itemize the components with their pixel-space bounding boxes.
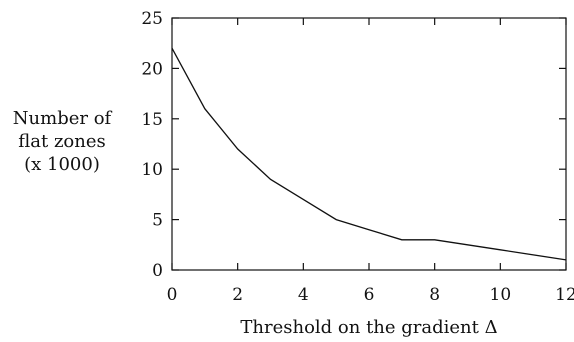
x-tick-label: 6 [364,285,375,305]
y-axis-ticks: 0 5 10 15 20 25 [141,9,566,281]
y-axis-title-line-2: flat zones [18,131,106,152]
y-axis-title-line-1: Number of [13,108,113,129]
y-tick-label: 20 [141,59,163,79]
x-axis-title: Threshold on the gradient Δ [240,317,497,338]
x-tick-label: 10 [490,285,512,305]
x-tick-label: 4 [298,285,309,305]
x-tick-label: 2 [232,285,243,305]
x-axis-ticks: 0 2 4 6 8 10 12 [167,18,574,305]
series-line [171,47,567,261]
series-group [171,47,567,261]
x-tick-label: 0 [167,285,178,305]
plot-border [171,17,567,271]
y-tick-label: 15 [141,110,163,130]
x-tick-label: 12 [555,285,574,305]
y-axis-title-line-3: (x 1000) [24,154,100,175]
y-tick-label: 25 [141,9,163,29]
y-tick-label: 0 [152,261,163,281]
y-axis-title: Number of flat zones (x 1000) [13,108,113,175]
x-tick-label: 8 [429,285,440,305]
plot-frame [171,17,567,271]
y-tick-label: 5 [152,211,163,231]
y-tick-label: 10 [141,160,163,180]
